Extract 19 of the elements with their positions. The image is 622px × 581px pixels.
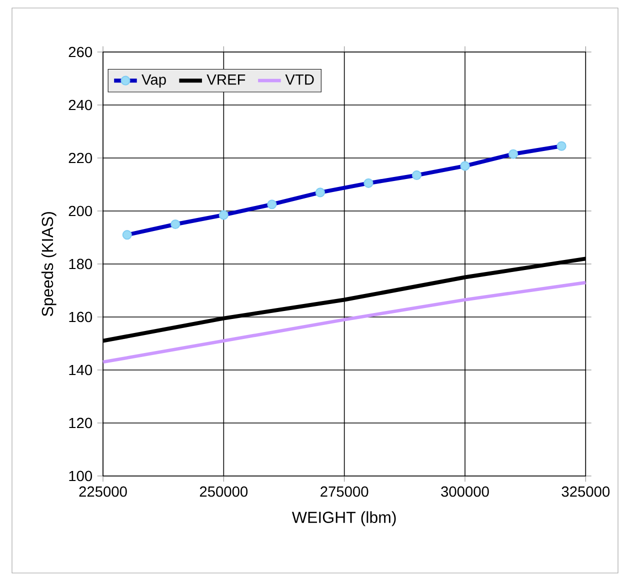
- y-tick-label: 260: [68, 46, 92, 58]
- x-tick-label: 250000: [200, 486, 248, 497]
- legend-label: Vap: [142, 74, 166, 88]
- y-tick-label: 140: [69, 364, 92, 376]
- y-tick-label: 160: [69, 312, 92, 322]
- y-tick-label: 180: [69, 258, 92, 270]
- y-tick-label: 200: [68, 206, 92, 216]
- legend-label: VREF: [206, 74, 246, 85]
- y-tick-label: 220: [68, 152, 92, 164]
- x-tick-label: 300000: [441, 486, 489, 497]
- y-tick-label: 240: [68, 100, 92, 110]
- x-axis-title: WEIGHT (lbm): [292, 511, 396, 526]
- x-tick-label: 325000: [562, 486, 610, 497]
- legend-label: VTD: [285, 74, 314, 85]
- y-axis-title: Speeds (KIAS): [41, 212, 56, 316]
- y-tick-label: 120: [69, 418, 92, 428]
- x-tick-label: 225000: [79, 486, 127, 497]
- y-tick-label: 100: [69, 470, 92, 482]
- x-tick-label: 275000: [320, 486, 368, 497]
